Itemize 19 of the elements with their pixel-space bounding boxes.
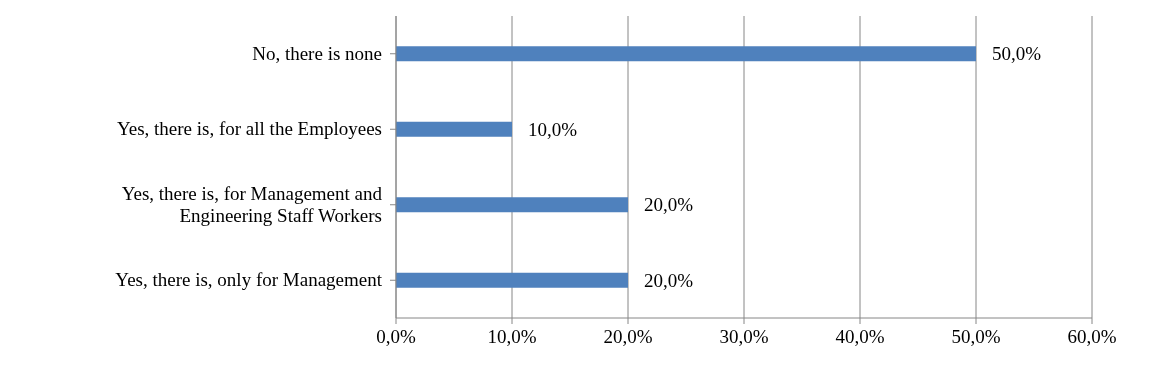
y-tick-label: Yes, there is, for all the Employees bbox=[116, 118, 382, 140]
x-tick-label: 50,0% bbox=[951, 326, 1001, 348]
bar bbox=[396, 197, 628, 213]
bar bbox=[396, 46, 976, 62]
data-label: 20,0% bbox=[644, 194, 694, 216]
x-tick-label: 30,0% bbox=[719, 326, 769, 348]
x-tick-label: 20,0% bbox=[603, 326, 653, 348]
bar bbox=[396, 272, 628, 288]
y-tick-label: No, there is none bbox=[252, 42, 382, 64]
x-tick-label: 40,0% bbox=[835, 326, 885, 348]
y-tick-label: Yes, there is, only for Management bbox=[115, 269, 383, 291]
bar bbox=[396, 121, 512, 137]
x-tick-label: 0,0% bbox=[376, 326, 416, 348]
x-tick-label: 10,0% bbox=[487, 326, 537, 348]
x-tick-label: 60,0% bbox=[1067, 326, 1117, 348]
data-label: 50,0% bbox=[992, 43, 1042, 65]
y-tick-label: Yes, there is, for Management and Engineering Staff Workers bbox=[121, 182, 383, 226]
data-label: 20,0% bbox=[644, 269, 694, 291]
data-label: 10,0% bbox=[528, 118, 578, 140]
